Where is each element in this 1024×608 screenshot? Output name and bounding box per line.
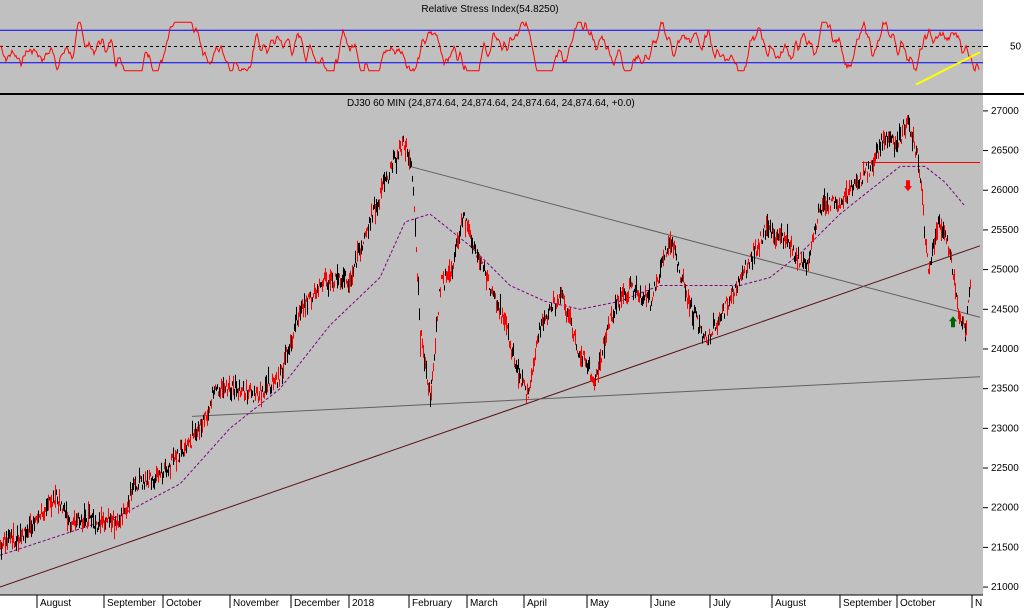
x-tick-label-12: August [775, 598, 806, 608]
price-y-tick-label-4: 23000 [991, 423, 1019, 434]
price-title: DJ30 60 MIN (24,874.64, 24,874.64, 24,87… [347, 98, 635, 109]
price-trendlines [0, 161, 981, 588]
x-tick-label-2: October [166, 598, 202, 608]
rsi-y-tick-label-0: 50 [1010, 42, 1022, 53]
rsi-title: Relative Stress Index(54.8250) [421, 4, 558, 15]
price-y-tick-label-1: 21500 [991, 542, 1019, 553]
x-tick-label-9: May [590, 598, 609, 608]
x-tick-label-11: July [713, 598, 731, 608]
price-y-tick-label-2: 22000 [991, 503, 1019, 514]
down-arrow-icon [904, 180, 912, 192]
price-trendline-1 [409, 165, 981, 318]
price-axis-area [983, 95, 1024, 595]
x-tick-label-3: November [233, 598, 280, 608]
price-y-axis: 21000 21500 22000 22500 23000 23500 24000 24500… [983, 106, 1019, 593]
price-y-tick-label-7: 24500 [991, 304, 1019, 315]
price-y-tick-label-8: 25000 [991, 265, 1019, 276]
price-y-tick-label-9: 25500 [991, 225, 1019, 236]
x-tick-label-0: August [40, 598, 71, 608]
rsi-axis-area [983, 0, 1024, 93]
price-y-tick-label-11: 26500 [991, 146, 1019, 157]
rsi-trendline [915, 51, 981, 86]
x-tick-label-5: 2018 [352, 598, 375, 608]
x-axis-ticks: August September October November December 20… [36, 595, 982, 608]
price-trendline-2 [191, 376, 981, 417]
rsi-series-line [0, 20, 980, 72]
x-tick-label-7: March [470, 598, 498, 608]
price-bars [0, 115, 971, 560]
price-y-tick-label-6: 24000 [991, 344, 1019, 355]
price-markers [904, 180, 957, 328]
x-tick-label-1: September [107, 598, 157, 608]
up-arrow-icon [949, 316, 957, 328]
x-tick-label-13: September [843, 598, 893, 608]
x-axis: August September October November December 20… [0, 594, 1024, 608]
price-y-tick-label-5: 23500 [991, 384, 1019, 395]
rsi-y-axis: 50 [983, 42, 1022, 53]
rsi-reference-lines [0, 29, 983, 64]
x-tick-label-4: December [294, 598, 341, 608]
x-tick-label-10: June [654, 598, 676, 608]
x-tick-label-8: April [527, 598, 547, 608]
price-y-tick-label-0: 21000 [991, 582, 1019, 593]
price-y-tick-label-10: 26000 [991, 185, 1019, 196]
rsi-panel: Relative Stress Index(54.8250) 50 [0, 0, 1024, 93]
price-plot-area [0, 95, 983, 595]
x-tick-label-14: October [900, 598, 936, 608]
x-tick-label-15: N [975, 598, 982, 608]
price-y-tick-label-12: 27000 [991, 106, 1019, 117]
x-tick-label-6: February [412, 598, 452, 608]
price-trendline-0 [0, 245, 981, 588]
price-y-tick-label-3: 22500 [991, 463, 1019, 474]
price-panel: DJ30 60 MIN (24,874.64, 24,874.64, 24,87… [0, 95, 1024, 595]
panel-separator [0, 93, 1024, 95]
x-axis-area [0, 595, 1024, 608]
